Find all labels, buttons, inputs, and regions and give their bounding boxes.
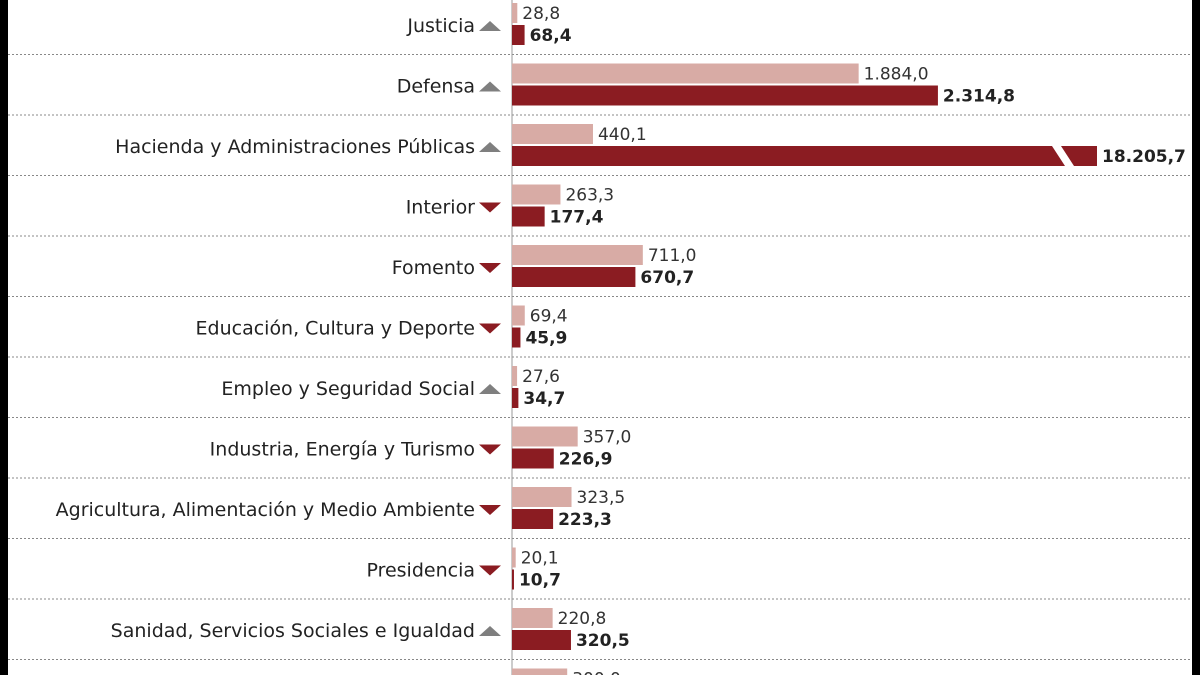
- bar-previous: [512, 366, 518, 386]
- data-label-previous: 27,6: [522, 367, 560, 387]
- category-label: Agricultura, Alimentación y Medio Ambien…: [56, 499, 475, 521]
- category-label: Industria, Energía y Turismo: [210, 439, 475, 461]
- bar-previous: [512, 547, 516, 568]
- bar-previous: [512, 245, 643, 265]
- category-group: Presidencia 20,110,7: [366, 547, 561, 591]
- category-label: Presidencia: [366, 560, 475, 582]
- data-label-current: 34,7: [523, 389, 565, 409]
- data-label-current: 223,3: [558, 510, 612, 530]
- category-group: Defensa 1.884,0 2.314,8: [397, 63, 1015, 107]
- axis-break-mark: [1052, 146, 1074, 166]
- category-group: Agricultura, Alimentación y Medio Ambien…: [56, 487, 626, 530]
- category-label: Empleo y Seguridad Social: [221, 378, 475, 400]
- data-label-previous: 440,1: [598, 125, 647, 145]
- bar-current: [512, 85, 938, 106]
- data-label-previous: 357,0: [583, 428, 632, 448]
- category-group: Sanidad, Servicios Sociales e Igualdad 22…: [111, 608, 630, 651]
- trend-down-icon: [479, 323, 501, 334]
- category-label: Fomento: [392, 257, 475, 279]
- category-label: Educación, Cultura y Deporte: [196, 318, 475, 340]
- data-label-previous: 20,1: [521, 549, 559, 569]
- bar-chart: Justicia 28,8 68,4 Defensa 1.884,0 2.314,8 Hac…: [8, 0, 1192, 675]
- category-group: Hacienda y Administraciones Públicas 440,…: [115, 124, 1186, 167]
- data-label-previous: 220,8: [558, 609, 607, 629]
- trend-up-icon: [479, 384, 501, 394]
- category-group: Empleo y Seguridad Social 27,634,7: [221, 366, 565, 409]
- bar-previous: [512, 124, 593, 144]
- bar-previous: [512, 426, 578, 447]
- bar-current: [512, 146, 1097, 166]
- data-label-previous: 28,8: [522, 4, 560, 24]
- bar-previous: [512, 3, 518, 23]
- bar-current: [512, 267, 636, 287]
- data-label-current: 320,5: [576, 631, 630, 651]
- data-label-previous: 1.884,0: [864, 65, 929, 85]
- trend-down-icon: [479, 565, 501, 576]
- bar-current: [512, 206, 545, 227]
- trend-up-icon: [479, 81, 501, 92]
- bar-previous: [512, 63, 859, 84]
- bar-previous: [512, 487, 572, 507]
- bar-current: [512, 327, 521, 348]
- data-label-current: 177,4: [550, 208, 604, 228]
- bar-current: [512, 569, 514, 590]
- data-label-previous: 69,4: [530, 307, 568, 327]
- data-label-current: 18.205,7: [1102, 147, 1186, 167]
- trend-down-icon: [479, 505, 501, 515]
- bar-previous: [512, 184, 561, 205]
- data-label-current: 68,4: [530, 26, 572, 46]
- data-label-previous: 711,0: [648, 246, 697, 266]
- trend-down-icon: [479, 263, 501, 273]
- bar-current: [512, 388, 519, 408]
- data-label-current: 45,9: [525, 329, 567, 349]
- data-label-previous: 323,5: [577, 488, 626, 508]
- category-label: Hacienda y Administraciones Públicas: [115, 136, 475, 158]
- bar-previous: [512, 305, 525, 326]
- chart-svg: Justicia 28,868,4 Defensa 1.884,0 2.314,8 Hac…: [8, 0, 1192, 675]
- data-label-previous: 263,3: [565, 186, 614, 206]
- trend-down-icon: [479, 202, 501, 213]
- trend-down-icon: [479, 444, 501, 455]
- data-label-current: 226,9: [559, 450, 613, 470]
- category-group: Educación, Cultura y Deporte 69,445,9: [196, 305, 568, 349]
- trend-up-icon: [479, 142, 501, 152]
- data-label-current: 670,7: [640, 268, 694, 288]
- data-label-current: 2.314,8: [943, 87, 1015, 107]
- data-label-current: 10,7: [519, 571, 561, 591]
- data-label-previous: 300,0: [572, 670, 621, 675]
- trend-up-icon: [479, 21, 501, 31]
- bar-current: [512, 448, 554, 469]
- bar-previous: [512, 668, 568, 675]
- bar-previous: [512, 608, 553, 628]
- category-label: Justicia: [406, 15, 475, 37]
- trend-up-icon: [479, 626, 501, 636]
- category-label: Sanidad, Servicios Sociales e Igualdad: [111, 620, 475, 642]
- category-group: Justicia 28,868,4: [406, 3, 572, 46]
- bar-current: [512, 630, 571, 650]
- category-label: Defensa: [397, 76, 475, 98]
- category-group: 300,0: [512, 668, 621, 675]
- category-label: Interior: [406, 197, 475, 219]
- bar-current: [512, 25, 525, 45]
- bar-current: [512, 509, 554, 529]
